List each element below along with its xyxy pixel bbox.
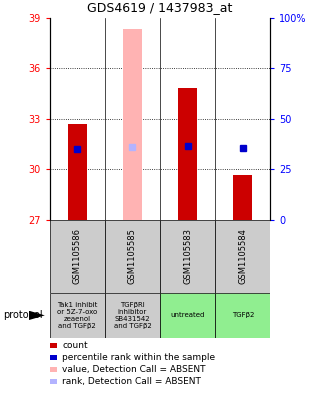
Bar [233,175,252,220]
Text: rank, Detection Call = ABSENT: rank, Detection Call = ABSENT [62,377,201,386]
Text: untreated: untreated [171,312,205,318]
Bar [51,343,57,348]
Text: TGFβ2: TGFβ2 [232,312,254,318]
Bar [215,293,270,338]
Text: TGFβRI
inhibitor
SB431542
and TGFβ2: TGFβRI inhibitor SB431542 and TGFβ2 [114,302,151,329]
Bar [68,124,87,220]
Title: GDS4619 / 1437983_at: GDS4619 / 1437983_at [87,1,233,14]
Bar [51,379,57,384]
Bar [178,88,197,220]
Bar [215,220,270,293]
Bar [123,29,142,220]
Text: GSM1105586: GSM1105586 [73,228,82,285]
Bar [160,293,215,338]
Bar [50,220,105,293]
Bar [50,293,105,338]
Text: GSM1105585: GSM1105585 [128,228,137,285]
Text: count: count [62,342,88,350]
Text: GSM1105584: GSM1105584 [238,228,247,285]
Polygon shape [29,310,45,320]
Text: value, Detection Call = ABSENT: value, Detection Call = ABSENT [62,365,206,374]
Text: GSM1105583: GSM1105583 [183,228,192,285]
Bar [105,220,160,293]
Text: Tak1 inhibit
or 5Z-7-oxo
zeaenol
and TGFβ2: Tak1 inhibit or 5Z-7-oxo zeaenol and TGF… [57,302,97,329]
Bar [51,355,57,360]
Text: percentile rank within the sample: percentile rank within the sample [62,353,216,362]
Bar [105,293,160,338]
Bar [51,367,57,372]
Text: protocol: protocol [3,310,43,320]
Bar [160,220,215,293]
